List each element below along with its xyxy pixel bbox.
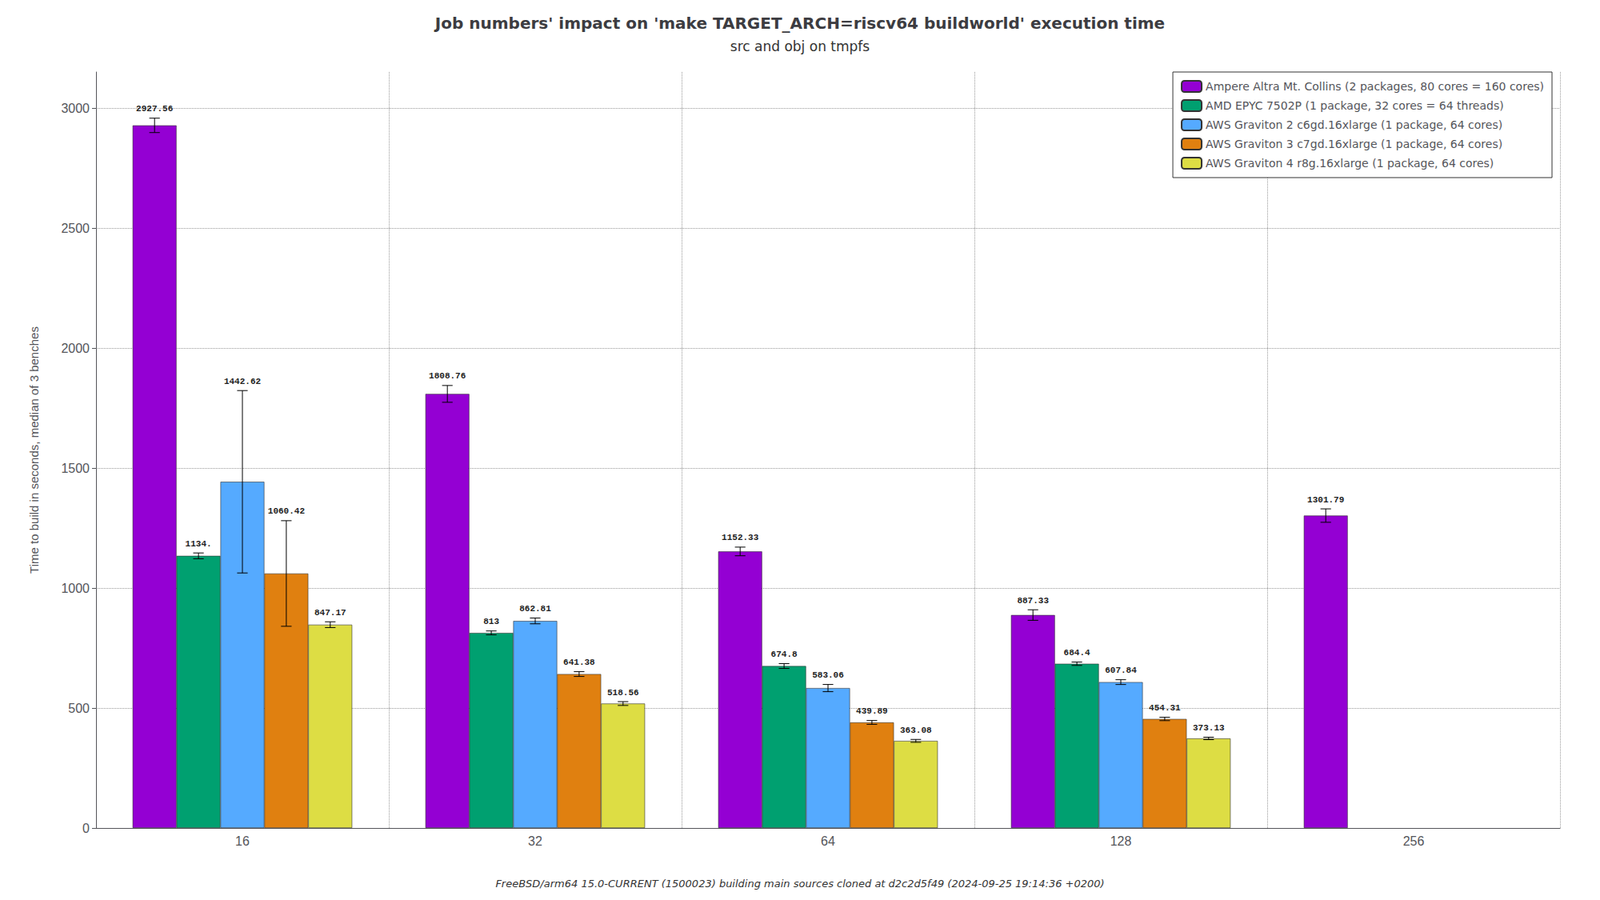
svg-text:0: 0 bbox=[82, 821, 90, 836]
svg-text:256: 256 bbox=[1403, 834, 1425, 848]
svg-text:1134.: 1134. bbox=[185, 539, 212, 549]
svg-text:674.8: 674.8 bbox=[771, 649, 798, 660]
svg-text:607.84: 607.84 bbox=[1104, 665, 1137, 676]
svg-text:641.38: 641.38 bbox=[563, 657, 596, 668]
svg-text:684.4: 684.4 bbox=[1064, 648, 1091, 658]
svg-text:500: 500 bbox=[68, 701, 90, 716]
svg-text:373.13: 373.13 bbox=[1192, 723, 1225, 733]
svg-text:1808.76: 1808.76 bbox=[428, 371, 466, 381]
svg-text:1152.33: 1152.33 bbox=[721, 532, 760, 543]
svg-text:2500: 2500 bbox=[60, 221, 90, 236]
svg-text:32: 32 bbox=[528, 834, 543, 848]
svg-text:439.89: 439.89 bbox=[856, 706, 888, 716]
svg-text:FreeBSD/arm64 15.0-CURRENT (15: FreeBSD/arm64 15.0-CURRENT (1500023) bui… bbox=[495, 877, 1104, 890]
svg-text:Ampere Altra Mt. Collins (2 pa: Ampere Altra Mt. Collins (2 packages, 80… bbox=[1205, 80, 1544, 93]
svg-text:1060.42: 1060.42 bbox=[268, 506, 305, 516]
svg-text:1500: 1500 bbox=[60, 461, 90, 476]
svg-text:2927.56: 2927.56 bbox=[136, 104, 173, 114]
svg-text:128: 128 bbox=[1110, 834, 1132, 848]
svg-text:813: 813 bbox=[483, 616, 500, 627]
svg-text:2000: 2000 bbox=[60, 341, 90, 356]
svg-text:AWS Graviton 3 c7gd.16xlarge (: AWS Graviton 3 c7gd.16xlarge (1 package,… bbox=[1205, 137, 1503, 151]
svg-text:AWS Graviton 4 r8g.16xlarge (1: AWS Graviton 4 r8g.16xlarge (1 package, … bbox=[1205, 156, 1494, 170]
svg-text:Time to build in seconds, medi: Time to build in seconds, median of 3 be… bbox=[27, 326, 41, 574]
svg-text:518.56: 518.56 bbox=[607, 688, 640, 698]
svg-text:AWS Graviton 2 c6gd.16xlarge (: AWS Graviton 2 c6gd.16xlarge (1 package,… bbox=[1205, 118, 1503, 132]
svg-text:583.06: 583.06 bbox=[812, 670, 844, 680]
svg-text:363.08: 363.08 bbox=[900, 725, 932, 736]
svg-text:AMD EPYC 7502P (1 package, 32: AMD EPYC 7502P (1 package, 32 cores = 64… bbox=[1205, 99, 1504, 112]
svg-text:847.17: 847.17 bbox=[314, 608, 347, 618]
svg-text:Job numbers' impact on 'make T: Job numbers' impact on 'make TARGET_ARCH… bbox=[433, 13, 1165, 33]
svg-text:1442.62: 1442.62 bbox=[224, 376, 261, 387]
svg-text:862.81: 862.81 bbox=[519, 604, 552, 614]
svg-text:1000: 1000 bbox=[60, 581, 90, 596]
svg-text:3000: 3000 bbox=[60, 101, 90, 116]
svg-text:src and obj on tmpfs: src and obj on tmpfs bbox=[730, 38, 871, 55]
svg-text:64: 64 bbox=[820, 834, 836, 848]
svg-text:454.31: 454.31 bbox=[1148, 703, 1181, 713]
svg-text:887.33: 887.33 bbox=[1016, 596, 1049, 606]
svg-text:16: 16 bbox=[235, 834, 250, 848]
svg-text:1301.79: 1301.79 bbox=[1307, 495, 1344, 505]
